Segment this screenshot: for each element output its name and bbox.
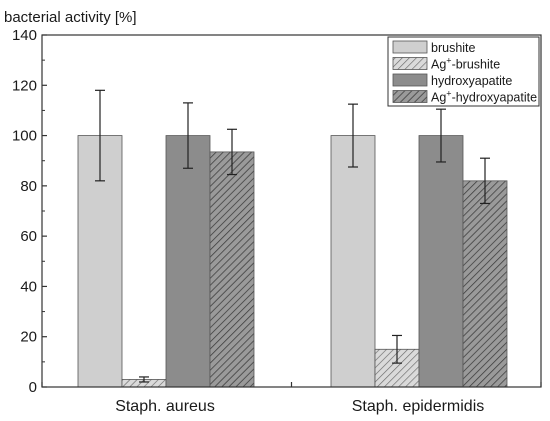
legend-swatch <box>392 40 428 54</box>
y-tick-label: 0 <box>29 379 37 396</box>
y-tick-label: 100 <box>12 128 37 145</box>
legend-swatch <box>392 90 428 103</box>
bar <box>418 135 464 388</box>
x-category-label: Staph. aureus <box>115 398 215 415</box>
legend-label: hydroxyapatite <box>431 74 512 88</box>
y-tick-label: 40 <box>20 278 37 295</box>
legend-label: Ag+-hydroxyapatite <box>431 89 537 105</box>
legend-swatch <box>392 57 428 70</box>
y-tick-label: 120 <box>12 77 37 94</box>
y-tick-label: 60 <box>20 228 37 245</box>
error-bars-layer <box>95 89 490 383</box>
x-category-label: Staph. epidermidis <box>352 398 485 415</box>
legend-swatch <box>392 73 428 87</box>
legend-label: Ag+-brushite <box>431 56 500 72</box>
bar <box>165 135 211 388</box>
y-axis: 0 20 40 60 80 100 120 140 <box>12 27 47 396</box>
bars-layer <box>77 135 508 388</box>
y-axis-title: bacterial activity [%] <box>4 9 137 26</box>
bar <box>330 135 376 388</box>
x-axis: Staph. aureus Staph. epidermidis <box>41 382 542 415</box>
y-tick-label: 80 <box>20 178 37 195</box>
y-tick-label: 20 <box>20 329 37 346</box>
legend-label: brushite <box>431 41 476 55</box>
y-tick-label: 140 <box>12 27 37 44</box>
bar <box>209 151 255 388</box>
bar <box>462 180 508 388</box>
